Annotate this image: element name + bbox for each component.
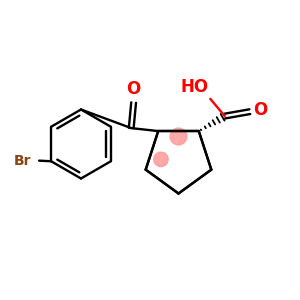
- Text: Br: Br: [14, 154, 32, 168]
- Circle shape: [170, 128, 187, 145]
- Text: O: O: [127, 80, 141, 98]
- Text: HO: HO: [181, 78, 209, 96]
- Circle shape: [154, 152, 168, 166]
- Text: O: O: [254, 101, 268, 119]
